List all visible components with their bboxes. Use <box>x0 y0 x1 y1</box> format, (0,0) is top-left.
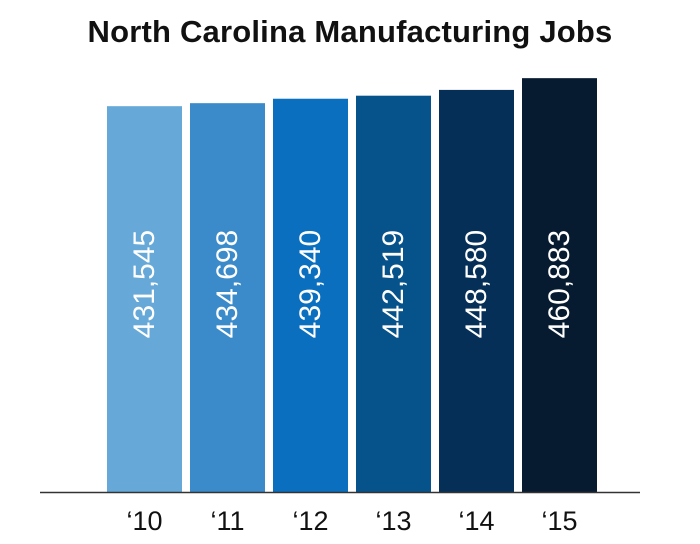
x-tick-label-1: ‘11 <box>210 506 244 536</box>
bar-value-label-2: 439,340 <box>294 230 327 338</box>
chart-title: North Carolina Manufacturing Jobs <box>87 14 613 49</box>
x-tick-label-3: ‘13 <box>375 506 411 536</box>
bar-1 <box>190 103 265 493</box>
bar-value-label-5: 460,883 <box>543 230 576 338</box>
x-tick-label-4: ‘14 <box>458 506 494 536</box>
bar-value-label-3: 442,519 <box>377 230 410 338</box>
bar-5 <box>522 78 597 492</box>
bar-2 <box>273 98 348 493</box>
x-tick-label-5: ‘15 <box>541 506 577 536</box>
bar-3 <box>356 95 431 493</box>
bar-value-label-4: 448,580 <box>460 230 493 338</box>
bar-0 <box>107 106 182 492</box>
bar-4 <box>439 89 514 492</box>
bar-value-label-0: 431,545 <box>128 230 161 338</box>
x-tick-label-2: ‘12 <box>292 506 328 536</box>
x-tick-label-0: ‘10 <box>126 506 162 536</box>
bar-value-label-1: 434,698 <box>211 230 244 338</box>
